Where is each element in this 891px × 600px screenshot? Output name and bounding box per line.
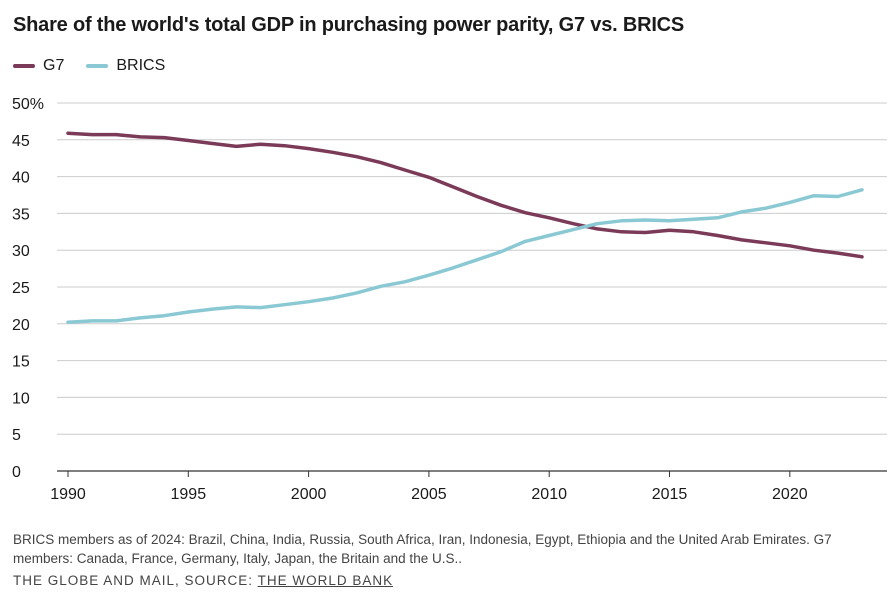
series-line-g7: [66, 131, 864, 259]
y-tick-label: 35: [12, 206, 30, 223]
source-line: THE GLOBE AND MAIL, SOURCE: THE WORLD BA…: [13, 573, 393, 588]
line-chart: 0 5 10 15 20 25 30 35 40 45 50% 1990 1995 2000 2005 20…: [12, 96, 887, 503]
legend-item-g7: G7: [13, 57, 64, 75]
x-tick-label: 2015: [652, 486, 688, 503]
y-tick-label: 30: [12, 243, 30, 260]
legend-label-g7: G7: [43, 57, 65, 74]
x-tick-label: 2020: [772, 486, 808, 503]
x-axis: 1990 1995 2000 2005 2010 2015 2020: [50, 470, 887, 503]
x-tick-label: 2000: [291, 486, 327, 503]
series-line-brics: [66, 188, 864, 325]
x-tick-label: 1995: [171, 486, 207, 503]
legend-swatch-g7: [13, 64, 35, 68]
source-separator: , SOURCE:: [175, 573, 258, 588]
y-tick-label: 50%: [12, 96, 44, 113]
x-tick-label: 2005: [411, 486, 447, 503]
chart-title: Share of the world's total GDP in purcha…: [13, 14, 685, 36]
x-tick-label: 1990: [50, 486, 86, 503]
y-tick-label: 5: [12, 427, 21, 444]
y-tick-label: 20: [12, 317, 30, 334]
source-link[interactable]: THE WORLD BANK: [257, 573, 394, 588]
publisher-name: THE GLOBE AND MAIL: [13, 573, 176, 588]
chart-note: BRICS members as of 2024: Brazil, China,…: [13, 532, 832, 566]
y-tick-label: 15: [12, 354, 30, 371]
y-tick-label: 25: [12, 280, 30, 297]
legend: G7 BRICS: [13, 57, 187, 75]
y-tick-label: 10: [12, 390, 30, 407]
legend-swatch-brics: [86, 64, 109, 68]
legend-item-brics: BRICS: [86, 57, 165, 75]
y-tick-label: 0: [12, 464, 21, 481]
series-lines: [66, 131, 864, 325]
legend-label-brics: BRICS: [116, 57, 166, 74]
y-tick-label: 45: [12, 133, 30, 150]
y-tick-label: 40: [12, 170, 30, 187]
x-tick-label: 2010: [531, 486, 567, 503]
grid: 0 5 10 15 20 25 30 35 40 45 50%: [12, 96, 887, 481]
